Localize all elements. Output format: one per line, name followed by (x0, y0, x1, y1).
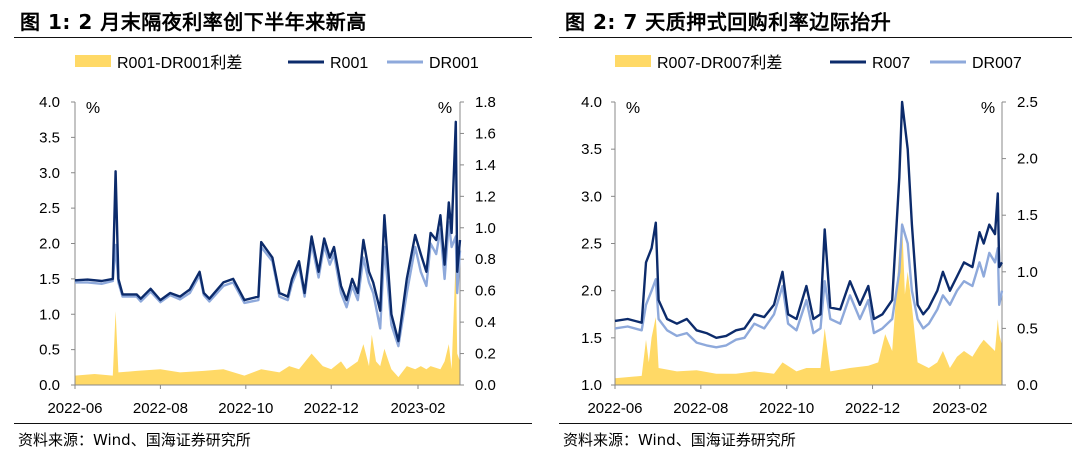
figure-2-chart: 1.0 1.5 2.0 2.5 3.0 3.5 4.0 0.0 0.5 1.0 1.5 2.0 2.5 2… (581, 54, 1038, 417)
left-tick-label: 1.5 (39, 271, 60, 288)
right-tick-label: 1.8 (475, 94, 496, 111)
figure-1-top-rule (14, 37, 532, 38)
series-line-DR007 (614, 223, 1004, 349)
right-tick-label: 0.2 (475, 346, 496, 363)
series-line-R001 (74, 120, 462, 343)
figure-1-source: 资料来源：Wind、国海证券研究所 (18, 431, 251, 449)
right-tick-label: 1.2 (475, 188, 496, 205)
legend-item: R001-DR001利差 (75, 54, 242, 72)
legend-label: R007 (872, 55, 910, 72)
figure-2-bottom-rule (559, 423, 1072, 424)
legend-item: DR001 (387, 55, 479, 72)
series-line-DR001 (75, 221, 462, 348)
x-tick-label: 2022-06 (47, 400, 102, 417)
figure-2-title: 图 2: 7 天质押式回购利率边际抬升 (565, 10, 892, 34)
left-tick-label: 3.5 (39, 129, 60, 146)
right-tick-label: 0.5 (1017, 320, 1038, 337)
right-tick-label: 2.0 (1017, 151, 1038, 168)
series-area-1 (615, 220, 1002, 385)
left-unit-label: % (86, 100, 100, 117)
left-unit-label: % (626, 100, 640, 117)
left-tick-label: 3.0 (39, 165, 60, 182)
left-tick-label: 3.0 (581, 188, 602, 205)
right-tick-label: 0.8 (475, 251, 496, 268)
legend-label: R001 (330, 55, 368, 72)
x-tick-label: 2022-10 (218, 400, 273, 417)
series-line-R007 (614, 100, 1004, 339)
right-tick-label: 2.5 (1017, 94, 1038, 111)
right-tick-label: 1.0 (1017, 264, 1038, 281)
figure-1-chart: 0.0 0.5 1.0 1.5 2.0 2.5 3.0 3.5 4.0 0.0 0.2 0.4 0.6 0… (39, 54, 496, 417)
legend-label: R007-DR007利差 (657, 54, 782, 72)
x-tick-label: 2022-12 (845, 400, 900, 417)
figure-1-title: 图 1: 2 月末隔夜利率创下半年来新高 (20, 10, 367, 34)
x-tick-label: 2023-02 (932, 400, 987, 417)
x-tick-label: 2022-06 (587, 400, 642, 417)
legend-item: R001 (288, 55, 368, 72)
figure-2-top-rule (559, 37, 1072, 38)
left-tick-label: 4.0 (39, 94, 60, 111)
x-tick-label: 2022-12 (304, 400, 359, 417)
legend-item: R007-DR007利差 (615, 54, 782, 72)
figure-1-bottom-rule (14, 423, 532, 424)
right-tick-label: 1.6 (475, 125, 496, 142)
left-tick-label: 2.5 (581, 236, 602, 253)
left-tick-label: 3.5 (581, 141, 602, 158)
left-tick-label: 1.0 (581, 377, 602, 394)
legend-swatch (75, 55, 111, 67)
right-tick-label: 0.6 (475, 283, 496, 300)
x-tick-label: 2022-08 (133, 400, 188, 417)
right-tick-label: 1.0 (475, 220, 496, 237)
right-tick-label: 0.4 (475, 314, 496, 331)
right-tick-label: 0.0 (475, 377, 496, 394)
right-unit-label: % (438, 100, 452, 117)
series-area-0 (75, 256, 460, 385)
left-tick-label: 1.0 (39, 306, 60, 323)
x-tick-label: 2022-10 (759, 400, 814, 417)
legend-item: DR007 (930, 55, 1022, 72)
right-unit-label: % (981, 100, 995, 117)
legend-swatch (615, 55, 651, 67)
left-tick-label: 2.0 (39, 236, 60, 253)
figure-2: 图 2: 7 天质押式回购利率边际抬升 1.0 1.5 2.0 2.5 3.0 3.5 4.… (545, 0, 1080, 458)
left-tick-label: 2.0 (581, 283, 602, 300)
legend-label: DR007 (972, 55, 1022, 72)
right-tick-label: 1.5 (1017, 207, 1038, 224)
x-tick-label: 2023-02 (390, 400, 445, 417)
figure-2-source: 资料来源：Wind、国海证券研究所 (563, 431, 796, 449)
left-tick-label: 2.5 (39, 200, 60, 217)
left-tick-label: 1.5 (581, 330, 602, 347)
x-tick-label: 2022-08 (673, 400, 728, 417)
legend-label: R001-DR001利差 (117, 54, 242, 72)
legend-label: DR001 (429, 55, 479, 72)
right-tick-label: 1.4 (475, 157, 496, 174)
left-tick-label: 0.0 (39, 377, 60, 394)
legend-item: R007 (830, 55, 910, 72)
right-tick-label: 0.0 (1017, 377, 1038, 394)
left-tick-label: 0.5 (39, 342, 60, 359)
figure-1: 图 1: 2 月末隔夜利率创下半年来新高 0.0 0.5 1.0 1.5 2.0 2.5 3… (14, 10, 532, 449)
left-tick-label: 4.0 (581, 94, 602, 111)
